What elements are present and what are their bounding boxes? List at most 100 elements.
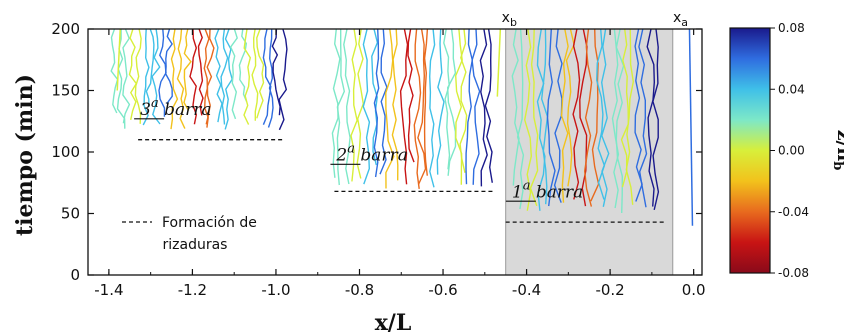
contour-line (183, 29, 192, 112)
x-tick-label: -0.8 (345, 281, 374, 299)
colorbar-tick-label: 0.00 (778, 144, 805, 158)
contour-line (407, 29, 415, 163)
contour-line (546, 29, 556, 207)
contour-line (523, 29, 533, 211)
colorbar-tick-label: -0.08 (778, 266, 809, 280)
contour-line (600, 29, 610, 207)
contour-line (145, 29, 155, 107)
contour-line (417, 29, 427, 185)
contour-line (615, 29, 625, 214)
contour-line (343, 29, 351, 185)
y-axis-label: tiempo (min) (12, 74, 38, 236)
contour-line (590, 29, 600, 202)
contour-line (688, 29, 694, 226)
contour-line (350, 29, 358, 182)
y-tick-label: 100 (51, 143, 80, 161)
contour-line (572, 29, 581, 200)
region-marker: xa (673, 10, 688, 29)
contour-line (164, 29, 173, 105)
bar-label: 2a barra (335, 141, 407, 165)
y-tick-label: 200 (51, 20, 80, 38)
contour-line (652, 29, 660, 211)
contour-line (203, 29, 210, 128)
contour-line (516, 29, 525, 210)
contour-line (391, 29, 399, 181)
x-tick-label: -0.6 (428, 281, 457, 299)
bar-label: 3a barra (140, 96, 211, 120)
contour-line (331, 29, 341, 178)
svg-text:z/hb: z/hb (830, 130, 844, 171)
contour-line (224, 29, 233, 130)
contour-line (638, 29, 648, 208)
x-tick-label: -1.4 (94, 281, 123, 299)
contour-line (484, 29, 493, 183)
x-axis-label: x/L (375, 310, 412, 334)
colorbar-tick-label: -0.04 (778, 205, 809, 219)
contour-line (471, 29, 481, 185)
legend-text: rizaduras (163, 237, 228, 253)
colorbar-gradient (729, 27, 771, 274)
region-marker: xb (502, 10, 517, 29)
contour-line (413, 29, 422, 189)
x-tick-label: -0.2 (595, 281, 624, 299)
axes: -1.4 -1.2 -1.0 -0.8 -0.6 -0.4 -0.2 0.0 0 50 100 150… (51, 10, 705, 299)
contour-line (356, 29, 365, 179)
contour-line (214, 29, 223, 123)
contour-line (385, 29, 395, 189)
contour-line (116, 29, 121, 91)
y-tick-label: 50 (61, 205, 80, 223)
contour-line (620, 29, 630, 188)
contour-line (262, 29, 272, 125)
contour-line (170, 29, 179, 130)
contour-line (529, 29, 539, 207)
colorbar-tick-label: 0.04 (778, 82, 805, 96)
contour-line (220, 29, 229, 125)
colorbar-label: z/hb (830, 130, 844, 171)
contour-line (278, 29, 288, 131)
contour-line (646, 29, 656, 207)
contour-line (336, 29, 346, 186)
contour-line (443, 29, 451, 170)
contour-line (116, 29, 126, 129)
legend-text: Formación de (162, 215, 257, 231)
contour-line (565, 29, 575, 187)
contour-line (583, 29, 593, 207)
contour-line (436, 29, 445, 175)
contour-line (454, 29, 463, 185)
contour-line (465, 29, 474, 185)
x-tick-label: -0.4 (512, 281, 541, 299)
contour-line (128, 29, 138, 121)
contour-line (151, 29, 161, 125)
contour-line (122, 29, 131, 124)
contour-line (611, 29, 620, 209)
bar-label: 1a barra (512, 178, 583, 202)
x-tick-label: -1.2 (178, 281, 207, 299)
contour-line (176, 29, 186, 129)
contour-line (428, 29, 436, 188)
contour-line (446, 29, 457, 176)
contour-line (197, 29, 204, 116)
contour-line (134, 29, 142, 124)
contour-line (625, 29, 635, 205)
contour-line (243, 29, 252, 125)
contour-line (271, 29, 281, 116)
contour-line (189, 29, 198, 125)
contour-line (423, 29, 429, 176)
y-tick-label: 0 (70, 266, 80, 284)
contour-line (511, 29, 520, 186)
colorbar-tick-label: 0.08 (778, 21, 805, 35)
contour-line (229, 29, 238, 120)
plot-area: 1a barra 2a barra 3a barra Formación de riza… (110, 29, 694, 275)
contour-line (634, 29, 643, 202)
colorbar: 0.08 0.04 0.00 -0.04 -0.08 (729, 21, 809, 280)
contour-line (251, 29, 259, 121)
contour-line (536, 29, 546, 211)
contour-line (362, 29, 371, 185)
contour-line (110, 29, 119, 114)
contour-line (142, 29, 150, 126)
contour-line (479, 29, 488, 187)
x-tick-label: 0.0 (682, 281, 706, 299)
x-tick-label: -1.0 (261, 281, 290, 299)
contour-line (205, 29, 215, 125)
